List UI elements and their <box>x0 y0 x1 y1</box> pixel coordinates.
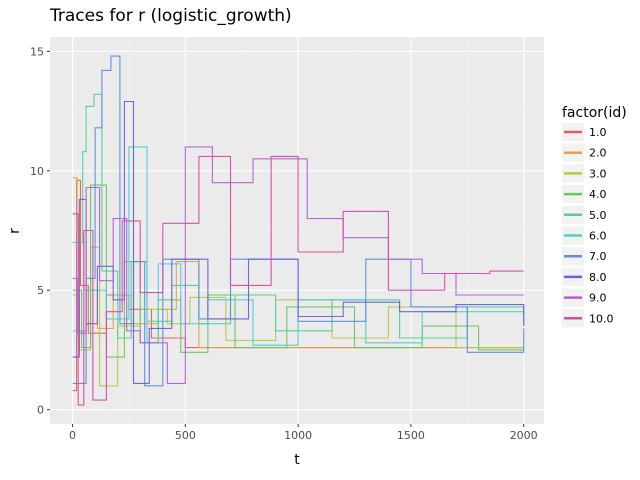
y-axis: 0 5 10 15 <box>30 45 50 417</box>
x-tick-label: 0 <box>69 429 76 442</box>
legend-label: 3.0 <box>589 167 607 180</box>
x-tick-label: 1000 <box>284 429 312 442</box>
x-tick-label: 1500 <box>397 429 425 442</box>
y-tick-label: 10 <box>30 165 44 178</box>
legend-label: 1.0 <box>589 126 607 139</box>
y-tick-label: 0 <box>37 404 44 417</box>
legend-label: 9.0 <box>589 292 607 305</box>
series-layer <box>72 55 525 406</box>
series-line-10.0 <box>72 155 524 406</box>
y-tick-label: 15 <box>30 45 44 58</box>
series-line-4.0 <box>72 184 524 358</box>
x-axis-label: t <box>294 452 300 468</box>
y-axis-label: r <box>7 228 23 234</box>
legend: factor(id) 1.0 2.0 3.0 4.0 5.0 6.0 7.0 8.0 9.0 10… <box>562 105 627 328</box>
x-axis: 0 500 1000 1500 2000 <box>69 424 538 442</box>
y-tick-label: 5 <box>37 284 44 297</box>
legend-title: factor(id) <box>562 105 627 121</box>
legend-label: 2.0 <box>589 147 607 160</box>
legend-label: 7.0 <box>589 250 607 263</box>
series-line-3.0 <box>72 246 524 387</box>
chart-title: Traces for r (logistic_growth) <box>49 6 292 26</box>
legend-label: 5.0 <box>589 209 607 222</box>
legend-label: 10.0 <box>589 312 614 325</box>
legend-label: 6.0 <box>589 230 607 243</box>
x-tick-label: 2000 <box>510 429 538 442</box>
series-line-8.0 <box>72 100 525 384</box>
legend-label: 8.0 <box>589 271 607 284</box>
legend-label: 4.0 <box>589 188 607 201</box>
x-tick-label: 500 <box>175 429 196 442</box>
